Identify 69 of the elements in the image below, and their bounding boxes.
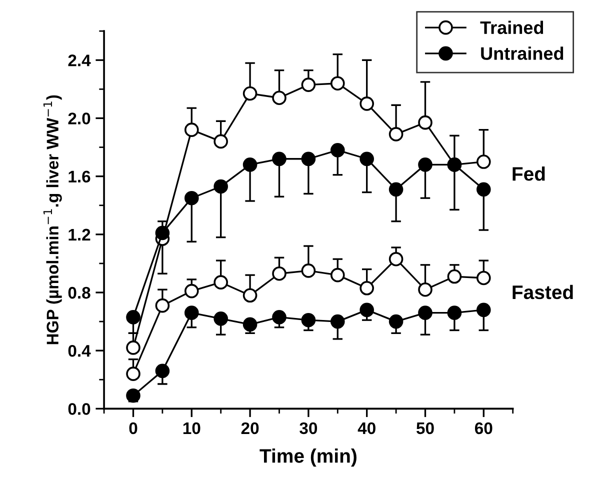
point [330, 314, 345, 329]
x-tick-label: 20 [241, 422, 259, 434]
point [301, 312, 316, 328]
point [155, 364, 170, 378]
point [242, 86, 258, 101]
point [418, 115, 432, 130]
x-tick-label: 0 [129, 422, 138, 434]
y-tick-label: 0.0 [68, 403, 90, 415]
point [476, 270, 491, 286]
y-tick-label: 0.4 [68, 344, 91, 357]
point [214, 275, 228, 290]
point [272, 152, 286, 166]
point [447, 269, 462, 284]
point [360, 302, 374, 318]
point [272, 310, 286, 324]
annotation: Fasted [512, 284, 573, 300]
legend-label: Untrained [481, 46, 564, 60]
point [388, 182, 404, 197]
point [330, 76, 345, 91]
point [388, 314, 404, 329]
point [214, 179, 228, 194]
point [155, 298, 170, 313]
point [214, 134, 228, 149]
point [214, 311, 228, 326]
point [360, 96, 374, 111]
x-tick-label: 30 [300, 422, 318, 434]
y-tick-label: 2.0 [68, 112, 90, 124]
point [126, 310, 140, 324]
y-tick-label: 2.4 [68, 54, 91, 66]
point [330, 143, 345, 158]
point [476, 154, 491, 169]
point [388, 127, 404, 142]
point [301, 78, 316, 92]
point [476, 302, 491, 318]
point [184, 306, 199, 320]
point [272, 90, 286, 106]
point [301, 264, 316, 278]
x-tick-label: 10 [183, 422, 200, 434]
point [242, 288, 258, 303]
point [418, 282, 432, 297]
x-tick-label: 60 [474, 422, 492, 434]
point [447, 306, 462, 320]
point [360, 152, 374, 166]
point [126, 366, 140, 381]
point [126, 340, 140, 355]
point [184, 190, 199, 206]
point [418, 158, 432, 172]
point [126, 388, 140, 403]
point [360, 280, 374, 296]
x-tick-label: 40 [358, 422, 376, 434]
point [184, 284, 199, 298]
point [476, 182, 491, 197]
point [418, 306, 432, 320]
x-tick-label: 50 [416, 422, 434, 434]
point [242, 317, 258, 332]
point [184, 122, 199, 137]
point [330, 268, 345, 282]
point [388, 252, 404, 266]
point [155, 226, 170, 240]
y-axis-title: HGP (µmol.min$^{−1}$.g liver WW$^{−1}$) [43, 95, 62, 344]
y-tick-label: 1.2 [68, 228, 90, 240]
y-tick-label: 0.8 [68, 286, 90, 299]
y-tick-label: 1.6 [68, 170, 90, 183]
legend-label: Trained [480, 20, 544, 34]
annotation: Fed [512, 166, 545, 181]
x-axis-title: Time (min) [260, 448, 356, 467]
point [301, 152, 316, 166]
point [272, 266, 286, 281]
point [242, 158, 258, 172]
